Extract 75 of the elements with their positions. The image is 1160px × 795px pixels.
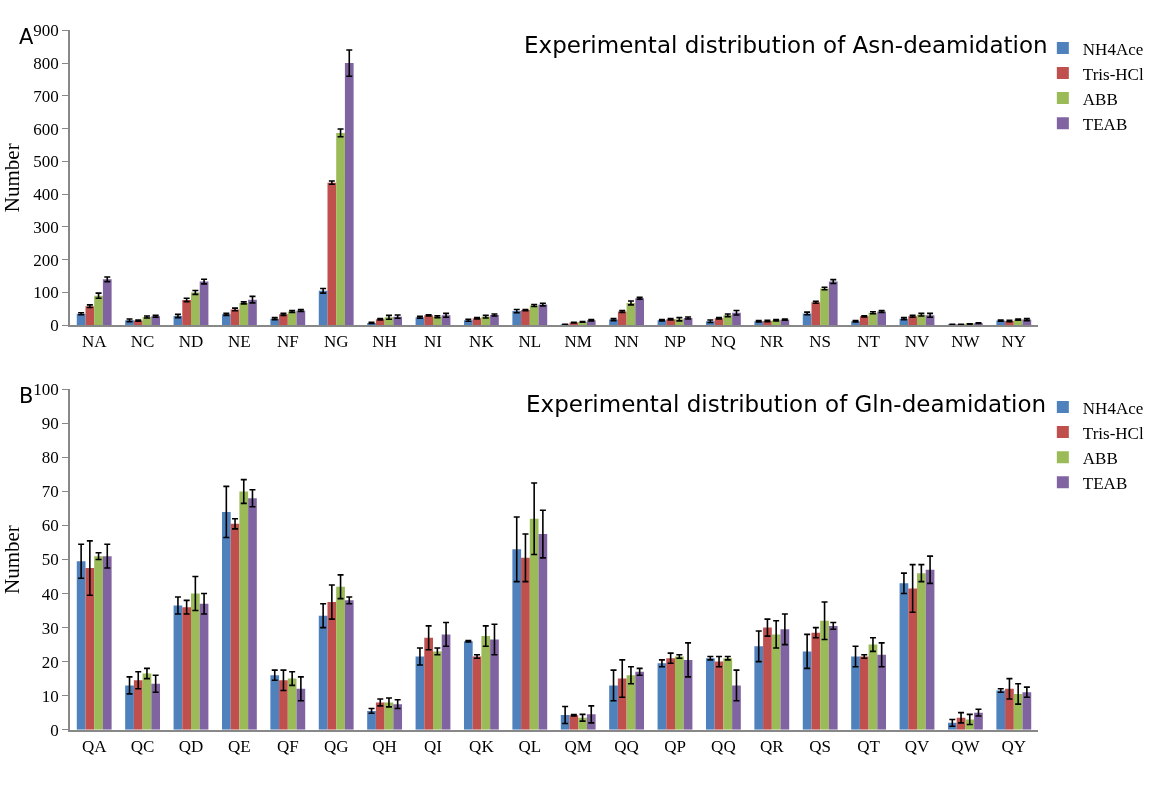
- y-tick-label: 500: [33, 152, 59, 172]
- x-tick-label: QT: [857, 736, 881, 756]
- x-tick-label: QQ: [711, 736, 736, 756]
- y-tick-label: 100: [33, 380, 59, 400]
- x-tick-label: NY: [1001, 332, 1027, 352]
- x-tick-label: QP: [664, 736, 686, 756]
- x-tick-label: NI: [424, 332, 443, 352]
- x-tick-label: QD: [178, 736, 204, 756]
- legend-label: NH4Ace: [1082, 398, 1144, 418]
- x-tick-label: NG: [323, 332, 349, 352]
- y-tick-label: 70: [41, 482, 59, 502]
- legend-label: NH4Ace: [1082, 39, 1144, 59]
- text: A: [19, 25, 34, 49]
- y-tick-label: 400: [33, 185, 59, 205]
- y-tick-label: 80: [41, 448, 59, 468]
- chart-title: Experimental distribution of Gln-deamidation: [526, 391, 1047, 417]
- x-tick-label: QQ: [614, 736, 639, 756]
- y-tick-label: 0: [50, 316, 59, 336]
- legend-label: TEAB: [1082, 114, 1128, 134]
- x-tick-label: NP: [664, 332, 686, 352]
- x-tick-label: QI: [424, 736, 443, 756]
- y-tick-label: 20: [41, 652, 59, 672]
- x-tick-label: NK: [469, 332, 495, 352]
- y-tick-label: 90: [41, 414, 59, 434]
- legend-label: Tris-HCl: [1082, 64, 1144, 84]
- y-axis-title: Number: [0, 143, 24, 213]
- x-tick-label: NL: [518, 332, 542, 352]
- x-tick-label: NS: [809, 332, 832, 352]
- x-tick-label: QR: [759, 736, 785, 756]
- x-tick-label: QC: [130, 736, 155, 756]
- y-tick-label: 600: [33, 119, 59, 139]
- y-tick-label: 900: [33, 21, 59, 41]
- x-tick-label: NA: [81, 332, 108, 352]
- x-tick-label: NQ: [711, 332, 736, 352]
- y-tick-label: 50: [41, 550, 59, 570]
- legend-label: ABB: [1082, 448, 1118, 468]
- x-tick-label: QF: [276, 736, 299, 756]
- y-tick-label: 0: [50, 720, 59, 740]
- text: B: [19, 384, 34, 408]
- y-tick-label: 60: [41, 516, 59, 536]
- x-tick-label: NN: [614, 332, 639, 352]
- y-axis-title: Number: [0, 525, 24, 594]
- y-tick-label: 200: [33, 250, 59, 270]
- x-tick-label: QY: [1001, 736, 1027, 756]
- x-tick-label: NE: [228, 332, 251, 352]
- x-tick-label: QH: [372, 736, 397, 756]
- x-tick-label: ND: [178, 332, 204, 352]
- y-tick-label: 40: [41, 584, 59, 604]
- y-tick-label: 10: [41, 686, 59, 706]
- legend-label: TEAB: [1082, 473, 1128, 493]
- x-tick-label: QW: [951, 736, 981, 756]
- x-tick-label: QK: [469, 736, 495, 756]
- x-tick-label: QS: [809, 736, 832, 756]
- x-tick-label: QM: [564, 736, 592, 756]
- x-tick-label: NF: [276, 332, 299, 352]
- y-tick-label: 700: [33, 86, 59, 106]
- x-tick-label: NV: [904, 332, 930, 352]
- legend-label: Tris-HCl: [1082, 423, 1144, 443]
- x-tick-label: QL: [518, 736, 542, 756]
- x-tick-label: QV: [904, 736, 930, 756]
- x-tick-label: QE: [228, 736, 251, 756]
- x-tick-label: QA: [81, 736, 108, 756]
- x-tick-label: NM: [564, 332, 592, 352]
- y-tick-label: 300: [33, 217, 59, 237]
- x-tick-label: NT: [857, 332, 881, 352]
- x-tick-label: NH: [372, 332, 397, 352]
- x-tick-label: NW: [951, 332, 981, 352]
- x-tick-label: NR: [759, 332, 785, 352]
- x-tick-label: QG: [323, 736, 349, 756]
- y-tick-label: 800: [33, 54, 59, 74]
- chart-title: Experimental distribution of Asn-deamidation: [524, 32, 1048, 58]
- legend-label: ABB: [1082, 89, 1118, 109]
- x-tick-label: NC: [130, 332, 155, 352]
- y-tick-label: 30: [41, 618, 59, 638]
- y-tick-label: 100: [33, 283, 59, 303]
